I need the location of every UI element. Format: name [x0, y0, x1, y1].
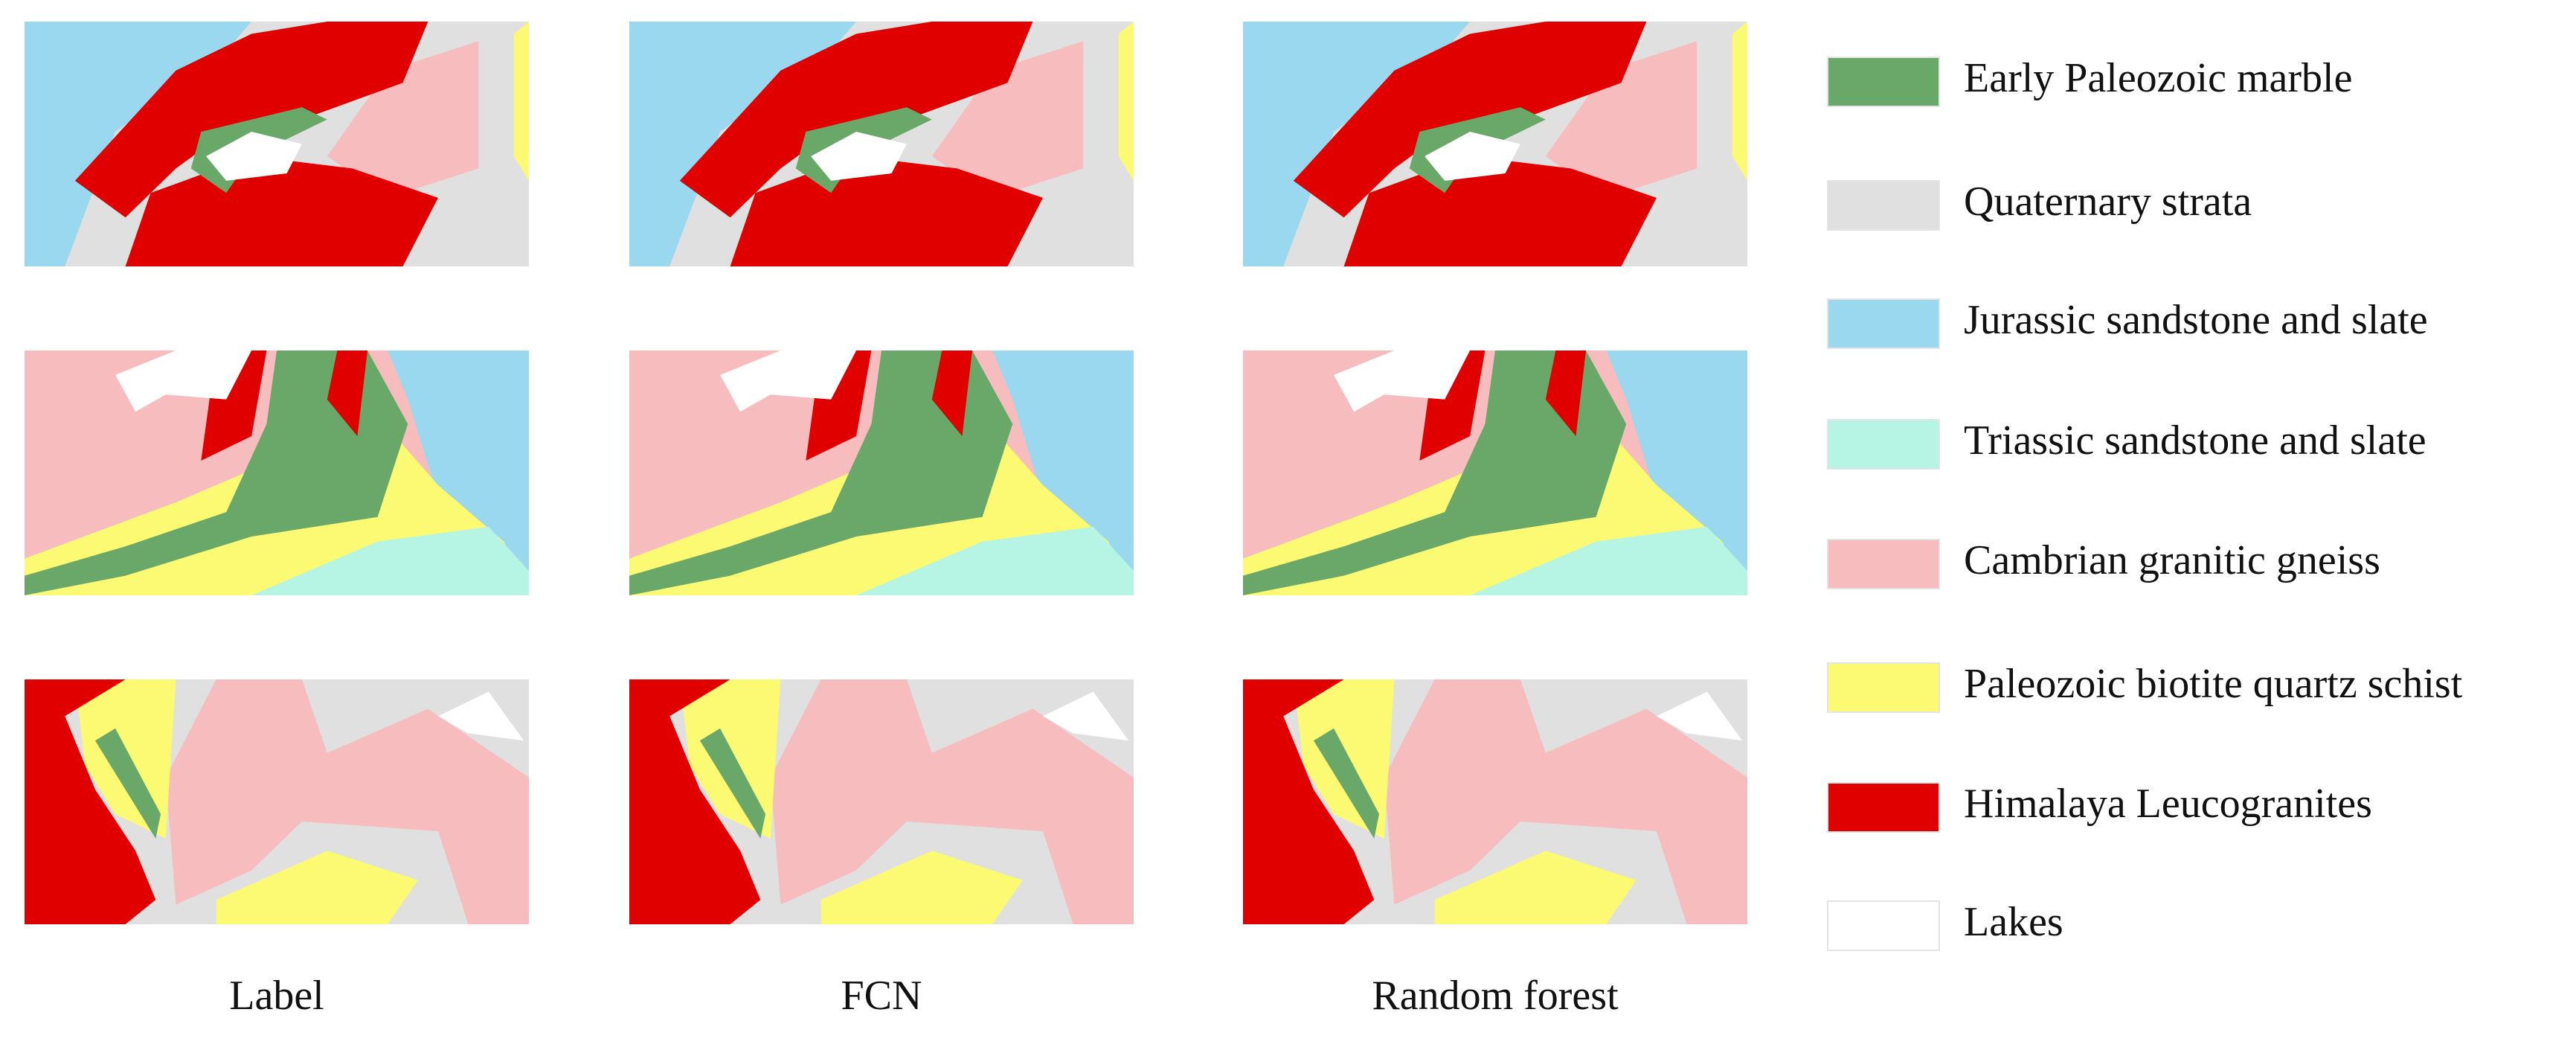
- map-panel: [25, 22, 529, 266]
- map-region: [94, 728, 161, 839]
- map-region: [699, 728, 766, 839]
- map-region: [629, 22, 857, 266]
- map-region: [327, 351, 368, 437]
- map-region: [327, 41, 479, 198]
- map-region: [720, 351, 857, 412]
- legend-swatch: [1827, 298, 1940, 349]
- map-panel: [1243, 679, 1747, 924]
- map-region: [1042, 691, 1129, 741]
- map-region: [629, 679, 761, 924]
- map-panel: [629, 22, 1134, 266]
- legend-label: Cambrian granitic gneiss: [1964, 537, 2380, 583]
- map-region: [1313, 728, 1380, 839]
- map-region: [931, 351, 973, 437]
- map-region: [1343, 156, 1657, 266]
- map-region: [1293, 22, 1647, 218]
- map-region: [125, 156, 438, 266]
- column-label: Label: [229, 973, 324, 1019]
- map-region: [1434, 851, 1637, 924]
- map-panel: [25, 351, 529, 595]
- map-region: [513, 22, 529, 181]
- legend-swatch: [1827, 57, 1940, 107]
- map-region: [206, 132, 302, 181]
- map-region: [679, 22, 1033, 218]
- legend-label: Early Paleozoic marble: [1964, 55, 2352, 101]
- map-region: [820, 851, 1023, 924]
- legend-swatch: [1827, 419, 1940, 470]
- map-region: [25, 351, 408, 595]
- legend-label: Paleozoic biotite quartz schist: [1964, 661, 2463, 707]
- map-region: [25, 679, 156, 924]
- legend-label: Quaternary strata: [1964, 179, 2252, 225]
- map-region: [25, 22, 252, 266]
- map-region: [115, 351, 252, 412]
- map-region: [1243, 351, 1627, 595]
- legend-label: Triassic sandstone and slate: [1964, 417, 2426, 464]
- map-region: [1118, 22, 1134, 181]
- map-region: [856, 526, 1134, 595]
- legend-label: Lakes: [1964, 899, 2063, 945]
- map-region: [770, 679, 1134, 924]
- map-region: [1384, 679, 1747, 924]
- map-region: [811, 132, 907, 181]
- map-panel: [629, 351, 1134, 595]
- legend-swatch: [1827, 782, 1940, 833]
- map-region: [1545, 351, 1587, 437]
- map-region: [251, 526, 529, 595]
- legend-swatch: [1827, 539, 1940, 589]
- legend-label: Jurassic sandstone and slate: [1964, 297, 2428, 343]
- map-region: [1424, 132, 1520, 181]
- map-region: [629, 351, 1013, 595]
- column-label: FCN: [841, 973, 922, 1019]
- column-label: Random forest: [1372, 973, 1619, 1019]
- map-panel: [629, 679, 1134, 924]
- map-region: [1732, 22, 1747, 181]
- legend-swatch: [1827, 662, 1940, 713]
- map-region: [1243, 22, 1471, 266]
- map-region: [1470, 526, 1747, 595]
- map-region: [1656, 691, 1743, 741]
- map-region: [1334, 351, 1471, 412]
- map-panel: [1243, 22, 1747, 266]
- legend-swatch: [1827, 180, 1940, 231]
- map-panel: [25, 679, 529, 924]
- map-panel: [1243, 351, 1747, 595]
- map-region: [216, 851, 418, 924]
- map-region: [165, 679, 529, 924]
- map-region: [730, 156, 1043, 266]
- map-region: [1243, 679, 1375, 924]
- map-region: [931, 41, 1084, 198]
- map-region: [1545, 41, 1697, 198]
- legend-label: Himalaya Leucogranites: [1964, 781, 2372, 827]
- legend-swatch: [1827, 900, 1940, 951]
- map-region: [437, 691, 524, 741]
